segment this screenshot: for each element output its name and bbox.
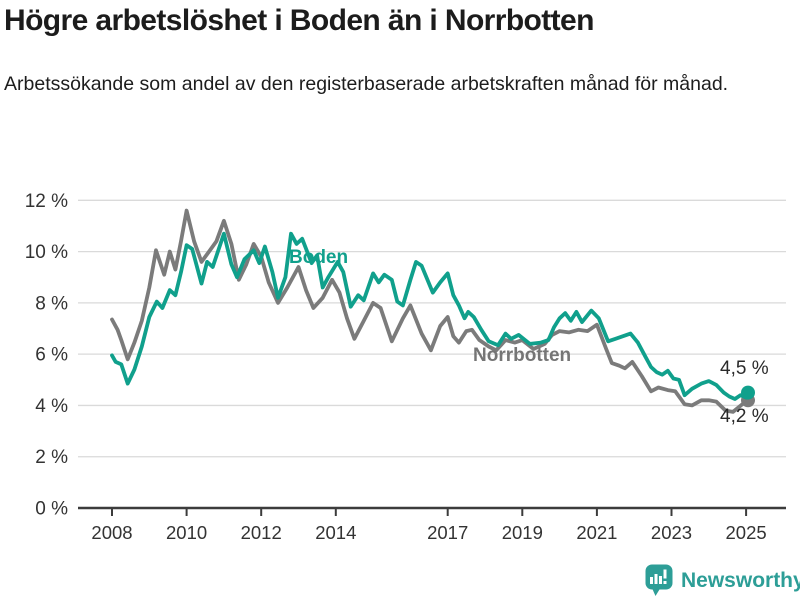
x-tick-label: 2019 xyxy=(502,522,543,543)
y-tick-label: 2 % xyxy=(35,447,68,468)
series-label-boden: Boden xyxy=(289,247,349,268)
x-tick-label: 2021 xyxy=(576,522,617,543)
chart-title: Högre arbetslöshet i Boden än i Norrbott… xyxy=(4,4,594,37)
boden-end-dot xyxy=(741,385,755,400)
y-tick-label: 8 % xyxy=(35,293,68,314)
series-label-norrbotten: Norrbotten xyxy=(473,345,572,366)
y-tick-label: 4 % xyxy=(35,396,68,417)
x-tick-label: 2017 xyxy=(427,522,468,543)
x-tick-label: 2008 xyxy=(91,522,132,543)
footer-attribution: Newsworthy xyxy=(644,563,800,598)
chart-subtitle: Arbetssökande som andel av den registerb… xyxy=(4,73,729,95)
boden-line xyxy=(110,231,750,401)
x-tick-label: 2010 xyxy=(166,522,207,543)
y-tick-label: 10 % xyxy=(25,242,68,263)
norrbotten-line xyxy=(110,208,750,414)
y-tick-label: 12 % xyxy=(25,191,68,212)
x-tick-label: 2014 xyxy=(315,522,356,543)
x-tick-label: 2023 xyxy=(651,522,692,543)
end-value-label-norrbotten: 4,2 % xyxy=(720,406,769,427)
y-tick-label: 0 % xyxy=(35,499,68,520)
y-tick-label: 6 % xyxy=(35,345,68,366)
brand-name-link[interactable]: Newsworthy xyxy=(681,568,800,592)
x-tick-label: 2025 xyxy=(726,522,767,543)
newsworthy-logo-icon xyxy=(645,564,673,596)
end-value-label-boden: 4,5 % xyxy=(720,358,769,379)
x-tick-label: 2012 xyxy=(241,522,282,543)
